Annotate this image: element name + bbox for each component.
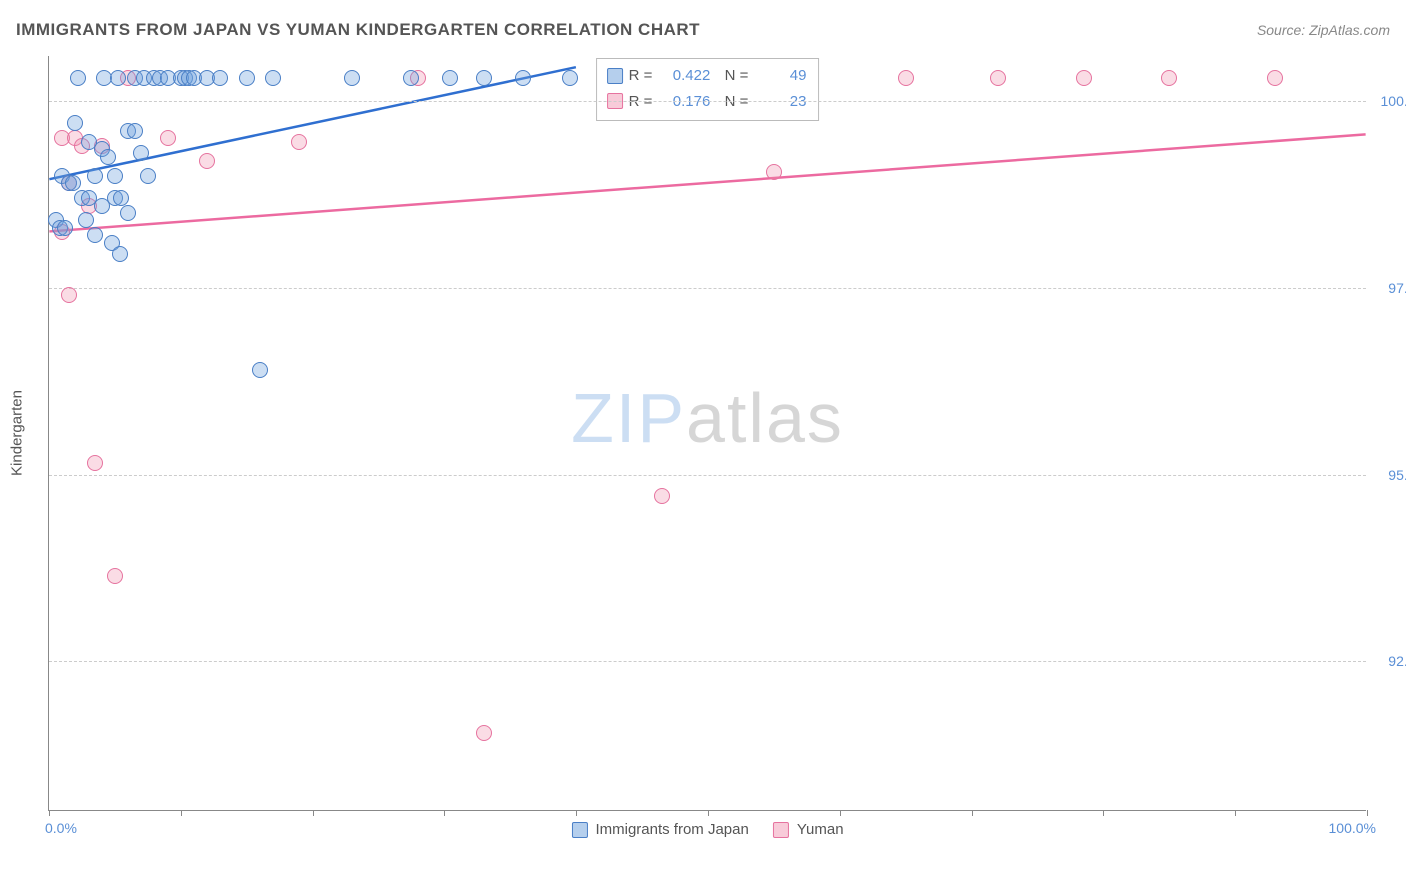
data-point [291, 134, 307, 150]
data-point [110, 70, 126, 86]
data-point [990, 70, 1006, 86]
x-tick [1103, 810, 1104, 816]
chart-source: Source: ZipAtlas.com [1257, 22, 1390, 38]
legend-swatch-japan [571, 822, 587, 838]
y-tick-label: 100.0% [1381, 93, 1406, 109]
data-point [57, 220, 73, 236]
r-label: R = [629, 63, 653, 89]
x-tick [444, 810, 445, 816]
data-point [113, 190, 129, 206]
data-point [403, 70, 419, 86]
x-min-label: 0.0% [45, 820, 77, 836]
y-tick-label: 92.5% [1388, 653, 1406, 669]
data-point [654, 488, 670, 504]
chart-header: IMMIGRANTS FROM JAPAN VS YUMAN KINDERGAR… [16, 20, 1390, 40]
trend-line [49, 134, 1365, 231]
data-point [140, 168, 156, 184]
watermark-zip: ZIP [571, 379, 686, 457]
x-tick [972, 810, 973, 816]
data-point [133, 145, 149, 161]
n-label: N = [716, 63, 748, 89]
data-point [120, 205, 136, 221]
data-point [107, 168, 123, 184]
x-tick [1367, 810, 1368, 816]
data-point [1076, 70, 1092, 86]
grid-line [49, 475, 1366, 476]
data-point [87, 227, 103, 243]
stats-row-japan: R = 0.422 N = 49 [607, 63, 807, 89]
legend-swatch-yuman [773, 822, 789, 838]
data-point [67, 115, 83, 131]
x-tick [313, 810, 314, 816]
stats-legend: R = 0.422 N = 49 R = 0.176 N = 23 [596, 58, 820, 121]
grid-line [49, 661, 1366, 662]
x-tick [1235, 810, 1236, 816]
data-point [127, 123, 143, 139]
swatch-japan [607, 68, 623, 84]
data-point [1267, 70, 1283, 86]
x-tick [181, 810, 182, 816]
data-point [562, 70, 578, 86]
y-tick-label: 97.5% [1388, 280, 1406, 296]
data-point [100, 149, 116, 165]
y-tick-label: 95.0% [1388, 467, 1406, 483]
data-point [898, 70, 914, 86]
y-axis-title: Kindergarten [9, 390, 26, 476]
data-point [265, 70, 281, 86]
data-point [87, 168, 103, 184]
grid-line [49, 101, 1366, 102]
x-tick [840, 810, 841, 816]
x-tick [576, 810, 577, 816]
data-point [199, 153, 215, 169]
data-point [515, 70, 531, 86]
grid-line [49, 288, 1366, 289]
data-point [766, 164, 782, 180]
x-tick [49, 810, 50, 816]
data-point [160, 130, 176, 146]
data-point [442, 70, 458, 86]
r-value-japan: 0.422 [658, 63, 710, 89]
x-max-label: 100.0% [1329, 820, 1376, 836]
data-point [1161, 70, 1177, 86]
legend-label-yuman: Yuman [797, 821, 844, 838]
data-point [212, 70, 228, 86]
legend-item-japan: Immigrants from Japan [571, 821, 748, 838]
data-point [87, 455, 103, 471]
data-point [70, 70, 86, 86]
data-point [78, 212, 94, 228]
data-point [476, 70, 492, 86]
legend-item-yuman: Yuman [773, 821, 844, 838]
data-point [344, 70, 360, 86]
watermark-atlas: atlas [686, 379, 844, 457]
trend-lines [49, 56, 1366, 810]
data-point [107, 568, 123, 584]
data-point [239, 70, 255, 86]
n-value-japan: 49 [754, 63, 806, 89]
scatter-chart: Kindergarten ZIPatlas R = 0.422 N = 49 R… [48, 56, 1366, 811]
series-legend: Immigrants from Japan Yuman [571, 821, 843, 838]
watermark: ZIPatlas [571, 378, 844, 458]
data-point [65, 175, 81, 191]
x-tick [708, 810, 709, 816]
data-point [112, 246, 128, 262]
data-point [252, 362, 268, 378]
legend-label-japan: Immigrants from Japan [595, 821, 748, 838]
data-point [61, 287, 77, 303]
data-point [476, 725, 492, 741]
chart-title: IMMIGRANTS FROM JAPAN VS YUMAN KINDERGAR… [16, 20, 700, 40]
